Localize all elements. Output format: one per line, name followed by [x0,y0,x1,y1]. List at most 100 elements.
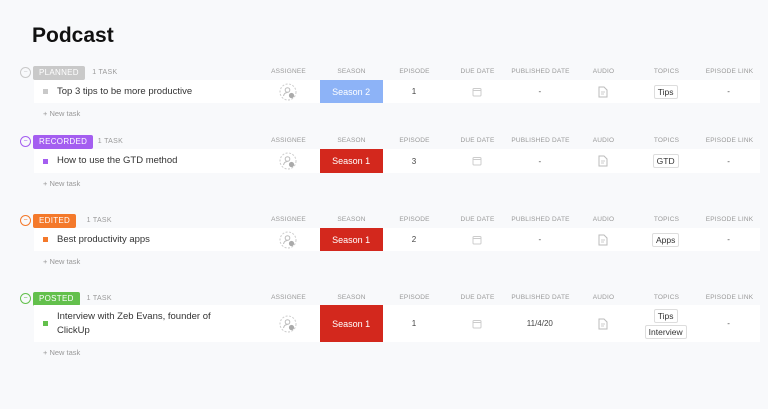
column-headers: ASSIGNEE SEASON EPISODE DUE DATE PUBLISHED D… [257,137,761,144]
season-badge[interactable]: Season 1 [319,149,383,173]
column-header[interactable]: ASSIGNEE [271,137,306,144]
table-row[interactable]: How to use the GTD method Season 1 3 - G… [34,149,760,173]
status-square-icon[interactable] [43,89,48,94]
task-name[interactable]: Best productivity apps [57,233,150,245]
task-count: 1 TASK [86,295,112,302]
new-task-button[interactable]: + New task [43,348,81,357]
column-header[interactable]: EPISODE LINK [705,68,754,75]
status-badge[interactable]: RECORDED [33,135,94,149]
season-badge[interactable]: Season 2 [319,80,383,103]
new-task-button[interactable]: + New task [43,109,81,118]
group-recorded: − RECORDED 1 TASK ASSIGNEE SEASON EPISODE D… [0,135,768,188]
column-header[interactable]: DUE DATE [460,216,495,223]
episode-link[interactable]: - [727,87,730,96]
column-header[interactable]: ASSIGNEE [271,294,306,301]
status-square-icon[interactable] [43,158,48,164]
episode-value[interactable]: 2 [411,235,417,244]
season-badge[interactable]: Season 1 [319,228,383,251]
column-headers: ASSIGNEE SEASON EPISODE DUE DATE PUBLISHED D… [257,216,761,223]
collapse-toggle-icon[interactable]: − [20,293,31,304]
calendar-icon[interactable] [445,305,508,342]
column-header[interactable]: TOPICS [653,294,680,301]
assignee-icon[interactable] [257,305,320,342]
status-badge[interactable]: POSTED [33,292,80,306]
assignee-icon[interactable] [257,149,320,173]
group-planned: − PLANNED 1 TASK ASSIGNEE SEASON EPISODE DU… [0,66,768,118]
column-header[interactable]: EPISODE [399,294,430,301]
column-header[interactable]: EPISODE [399,216,430,223]
table-row[interactable]: Interview with Zeb Evans, founder of Cli… [34,305,760,342]
episode-link[interactable]: - [727,319,730,328]
calendar-icon[interactable] [445,149,508,173]
column-header[interactable]: SEASON [337,216,366,223]
column-header[interactable]: EPISODE [399,137,430,144]
published-date[interactable]: - [538,156,542,166]
assignee-icon[interactable] [257,80,320,103]
calendar-icon[interactable] [445,228,508,251]
audio-file-icon[interactable] [571,149,634,173]
column-header[interactable]: AUDIO [592,68,615,75]
column-header[interactable]: PUBLISHED DATE [511,216,570,223]
column-headers: ASSIGNEE SEASON EPISODE DUE DATE PUBLISHED D… [257,294,761,301]
assignee-icon[interactable] [257,228,320,251]
task-name[interactable]: Top 3 tips to be more productive [57,85,193,97]
column-header[interactable]: EPISODE LINK [705,216,754,223]
column-header[interactable]: PUBLISHED DATE [511,68,570,75]
column-header[interactable]: DUE DATE [460,137,495,144]
column-header[interactable]: TOPICS [653,68,680,75]
new-task-button[interactable]: + New task [43,257,81,266]
topic-tag[interactable]: Interview [644,324,687,339]
topics: Tips [653,84,678,100]
episode-value[interactable]: 3 [411,156,417,166]
collapse-toggle-icon[interactable]: − [20,215,31,226]
column-header[interactable]: DUE DATE [460,68,495,75]
column-header[interactable]: EPISODE [399,68,430,75]
column-header[interactable]: EPISODE LINK [705,294,754,301]
episode-value[interactable]: 1 [411,319,417,328]
topic-tag[interactable]: Tips [653,308,678,323]
topic-tag[interactable]: GTD [652,154,679,168]
column-header[interactable]: AUDIO [592,137,615,144]
table-row[interactable]: Best productivity apps Season 1 2 - Apps… [34,228,760,251]
episode-value[interactable]: 1 [411,87,417,96]
topic-tag[interactable]: Tips [653,84,678,99]
topics: Apps [651,232,680,248]
audio-file-icon[interactable] [571,80,634,103]
column-header[interactable]: TOPICS [653,216,680,223]
topics: Tips Interview [644,308,687,340]
column-header[interactable]: SEASON [337,294,366,301]
published-date[interactable]: - [538,235,542,244]
episode-link[interactable]: - [727,235,730,244]
column-header[interactable]: PUBLISHED DATE [511,294,570,301]
status-badge[interactable]: PLANNED [33,66,85,80]
new-task-button[interactable]: + New task [43,179,81,188]
audio-file-icon[interactable] [571,305,634,342]
audio-file-icon[interactable] [571,228,634,251]
column-header[interactable]: ASSIGNEE [271,68,306,75]
status-square-icon[interactable] [43,321,48,326]
task-name[interactable]: Interview with Zeb Evans, founder of Cli… [57,310,211,336]
column-header[interactable]: EPISODE LINK [705,137,754,144]
column-header[interactable]: SEASON [337,137,366,144]
calendar-icon[interactable] [445,80,508,103]
topic-tag[interactable]: Apps [651,232,680,247]
column-header[interactable]: DUE DATE [460,294,495,301]
column-headers: ASSIGNEE SEASON EPISODE DUE DATE PUBLISHED D… [257,68,761,75]
published-date[interactable]: 11/4/20 [526,319,553,328]
table-row[interactable]: Top 3 tips to be more productive Season … [34,80,760,103]
collapse-toggle-icon[interactable]: − [20,67,31,78]
published-date[interactable]: - [538,87,542,96]
task-name[interactable]: How to use the GTD method [57,155,178,166]
column-header[interactable]: ASSIGNEE [271,216,306,223]
task-count: 1 TASK [86,217,112,224]
column-header[interactable]: SEASON [337,68,366,75]
column-header[interactable]: TOPICS [653,137,680,144]
collapse-toggle-icon[interactable]: − [20,136,31,147]
column-header[interactable]: PUBLISHED DATE [511,137,570,144]
column-header[interactable]: AUDIO [592,216,615,223]
season-badge[interactable]: Season 1 [319,305,383,342]
status-badge[interactable]: EDITED [33,214,77,228]
episode-link[interactable]: - [727,156,730,166]
column-header[interactable]: AUDIO [592,294,615,301]
status-square-icon[interactable] [43,237,48,242]
